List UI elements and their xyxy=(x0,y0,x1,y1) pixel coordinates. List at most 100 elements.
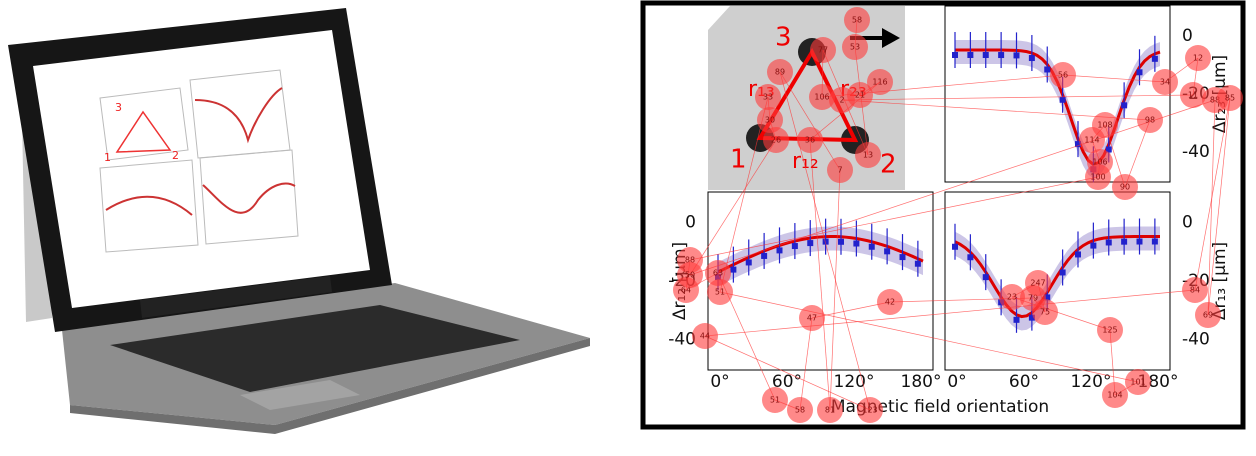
node-label: 1 xyxy=(730,145,747,175)
data-point xyxy=(1059,96,1066,103)
fixation-label: 63 xyxy=(713,269,723,278)
data-point xyxy=(1075,141,1081,148)
fixation-label: 2 xyxy=(839,96,844,105)
fixation xyxy=(867,69,893,95)
fixation-label: 89 xyxy=(775,68,785,77)
fixation-label: 88 xyxy=(1210,96,1220,105)
fixation-label: 36 xyxy=(805,136,815,145)
fixation xyxy=(999,284,1025,310)
fixation xyxy=(1182,277,1208,303)
x-axis-label: Magnetic field orientation xyxy=(831,397,1049,417)
data-point xyxy=(982,274,989,281)
data-point xyxy=(884,248,891,255)
data-point xyxy=(1075,251,1081,258)
fixation xyxy=(1185,45,1211,71)
fixation xyxy=(1217,85,1243,111)
fixation-label: 101 xyxy=(1130,378,1145,387)
x-tick-label: 120° xyxy=(1071,372,1112,392)
fixation-label: 64 xyxy=(681,286,691,295)
x-tick-label: 0° xyxy=(710,372,729,392)
fixation xyxy=(799,305,825,331)
mini-label: 2 xyxy=(172,149,179,162)
fixation xyxy=(707,279,733,305)
fixation-label: 13 xyxy=(863,151,873,160)
fixation-label: 26 xyxy=(771,136,781,145)
fixation-label: 58 xyxy=(852,16,862,25)
saccade xyxy=(841,94,1194,101)
saccade xyxy=(799,317,813,411)
fixation xyxy=(847,82,873,108)
fixation-label: 85 xyxy=(1225,94,1235,103)
fixation-label: 75 xyxy=(1040,308,1050,317)
saccade xyxy=(811,301,891,319)
saccade xyxy=(704,335,871,411)
fixation xyxy=(763,127,789,153)
fixation xyxy=(787,397,813,423)
data-point xyxy=(967,52,974,59)
mini-label: 3 xyxy=(115,101,122,114)
fixation-label: 100 xyxy=(1090,173,1105,182)
y-tick-label: -40 xyxy=(1182,330,1210,350)
x-tick-label: 0° xyxy=(947,372,966,392)
data-point xyxy=(745,259,752,266)
data-point xyxy=(1121,238,1128,245)
saccade xyxy=(689,99,1216,276)
saccade xyxy=(1194,97,1231,291)
data-point xyxy=(967,254,974,261)
fixation-label: 125 xyxy=(1102,326,1117,335)
saccade xyxy=(704,289,1196,337)
node-label: 3 xyxy=(775,23,792,53)
data-point xyxy=(1044,66,1051,73)
fixation-label: 69 xyxy=(1203,311,1213,320)
data-point xyxy=(807,240,814,247)
saccade xyxy=(1207,99,1216,316)
fixation xyxy=(877,289,903,315)
saccade xyxy=(1062,74,1166,83)
fixation xyxy=(755,84,781,110)
fixation xyxy=(810,37,836,63)
x-tick-label: 60° xyxy=(1009,372,1039,392)
data-point xyxy=(998,52,1005,59)
fixation xyxy=(1112,174,1138,200)
x-tick-label: 180° xyxy=(901,372,942,392)
data-point xyxy=(1136,238,1143,245)
fixation xyxy=(677,262,703,288)
data-point xyxy=(1151,55,1158,62)
data-point xyxy=(1090,242,1097,249)
x-tick-label: 120° xyxy=(834,372,875,392)
fixation-label: 34 xyxy=(1160,78,1170,87)
fixation xyxy=(1032,299,1058,325)
fixation xyxy=(1180,82,1206,108)
fixation-label: 84 xyxy=(1190,286,1200,295)
fixation xyxy=(1152,69,1178,95)
data-point xyxy=(1136,69,1143,76)
data-point xyxy=(899,254,906,261)
fixation xyxy=(842,34,868,60)
fixation xyxy=(1025,270,1051,296)
data-point xyxy=(982,52,989,59)
data-point xyxy=(1028,55,1035,62)
data-point xyxy=(761,252,768,259)
fixation xyxy=(827,157,853,183)
y-tick-label: 0 xyxy=(685,212,696,232)
data-point xyxy=(791,243,798,250)
fixation-label: 51 xyxy=(715,288,725,297)
fixation xyxy=(857,397,883,423)
saccade xyxy=(809,139,831,411)
fixation xyxy=(705,260,731,286)
data-point xyxy=(952,52,958,58)
data-point xyxy=(822,238,829,245)
data-point xyxy=(1013,52,1020,59)
fixation-label: 7 xyxy=(837,166,842,175)
fixation-label: 12 xyxy=(1193,54,1203,63)
fixation-label: 108 xyxy=(1097,121,1112,130)
fixation-label: 23 xyxy=(1007,293,1017,302)
y-tick-label: 0 xyxy=(1182,26,1193,46)
fixation-label: 98 xyxy=(1145,116,1155,125)
fixation-label: 123 xyxy=(862,406,877,415)
saccade xyxy=(689,139,777,276)
fixation-label: 53 xyxy=(850,43,860,52)
fit-curve xyxy=(717,235,924,274)
data-point xyxy=(1151,238,1158,245)
saccade xyxy=(719,291,1139,383)
